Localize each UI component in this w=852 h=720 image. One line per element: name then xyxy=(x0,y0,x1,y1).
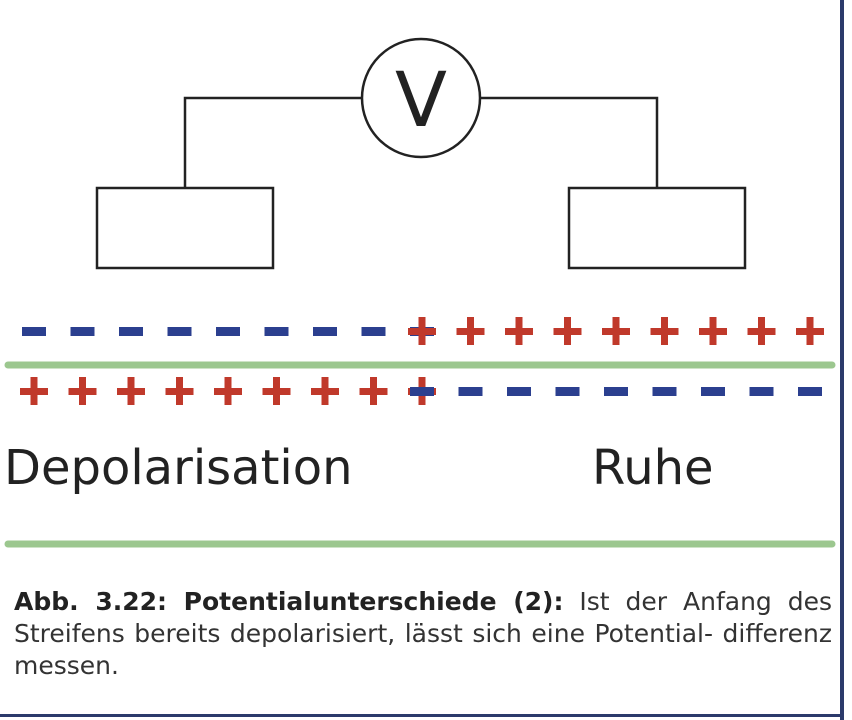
minus-sign-top-left xyxy=(216,327,240,336)
plus-sign-bottom-left xyxy=(165,377,194,405)
minus-sign-top-left xyxy=(313,327,337,336)
minus-sign-bottom-right xyxy=(555,387,580,396)
depolarisation-label: Depolarisation xyxy=(4,440,353,496)
plus-sign-top-right xyxy=(602,317,630,345)
caption-title: Abb. 3.22: Potentialunterschiede (2): xyxy=(14,587,564,616)
plus-sign-top-right xyxy=(699,317,727,345)
minus-sign-bottom-right xyxy=(458,387,483,396)
minus-sign-top-left xyxy=(70,327,95,336)
minus-sign-top-left xyxy=(264,327,289,336)
plus-sign-bottom-left xyxy=(117,377,145,405)
right-electrode xyxy=(567,186,747,270)
minus-sign-top-left xyxy=(22,327,46,336)
minus-sign-top-left xyxy=(167,327,192,336)
plus-sign-bottom-left xyxy=(262,377,291,405)
voltmeter-symbol: V xyxy=(395,55,447,144)
minus-sign-top-left xyxy=(119,327,143,336)
plus-sign-bottom-left xyxy=(20,377,48,405)
frame-bottom-border xyxy=(0,714,844,717)
figure-caption: Abb. 3.22: Potentialunterschiede (2): Is… xyxy=(14,586,832,682)
plus-sign-bottom-left xyxy=(214,377,242,405)
right-wire xyxy=(480,96,659,188)
plus-sign-top-right xyxy=(796,317,824,345)
minus-sign-bottom-right xyxy=(410,387,434,396)
plus-sign-top-right xyxy=(650,317,679,345)
plus-sign-bottom-left xyxy=(68,377,97,405)
charge-signs xyxy=(20,317,824,405)
plus-sign-bottom-left xyxy=(311,377,339,405)
plus-sign-top-right xyxy=(456,317,485,345)
plus-sign-bottom-left xyxy=(359,377,388,405)
minus-sign-bottom-right xyxy=(701,387,725,396)
resting-label: Ruhe xyxy=(592,440,714,496)
voltmeter-circle xyxy=(360,37,482,159)
plus-sign-top-right xyxy=(408,317,436,345)
plus-sign-top-right xyxy=(505,317,533,345)
left-wire xyxy=(183,96,362,188)
minus-sign-top-left xyxy=(361,327,386,336)
frame-right-border xyxy=(840,0,844,720)
minus-sign-bottom-right xyxy=(507,387,531,396)
caption-text: Ist der Anfang des Streifens bereits dep… xyxy=(14,587,832,680)
minus-sign-bottom-right xyxy=(604,387,628,396)
minus-sign-bottom-right xyxy=(652,387,677,396)
left-electrode xyxy=(95,186,275,270)
plus-sign-top-right xyxy=(747,317,776,345)
plus-sign-top-right xyxy=(553,317,582,345)
minus-sign-bottom-right xyxy=(749,387,774,396)
minus-sign-bottom-right xyxy=(798,387,822,396)
